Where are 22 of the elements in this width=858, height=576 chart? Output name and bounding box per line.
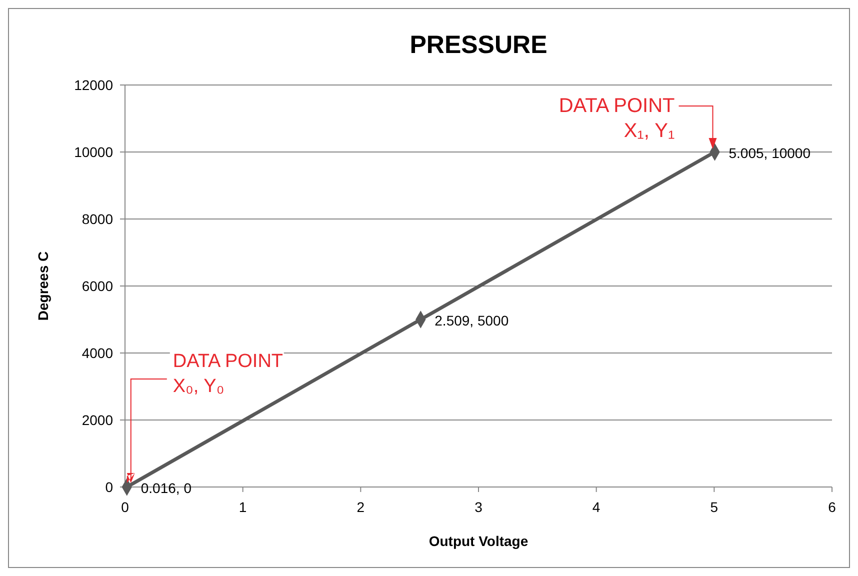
x-tick-label: 1 — [238, 499, 247, 515]
chart-title: PRESSURE — [410, 31, 548, 59]
y-tick-label: 4000 — [82, 345, 114, 361]
data-label: 5.005, 10000 — [728, 145, 811, 161]
y-axis-title: Degrees C — [35, 251, 51, 321]
x-tick-label: 0 — [121, 499, 130, 515]
x-axis-title: Output Voltage — [428, 533, 528, 549]
y-tick-label: 12000 — [74, 77, 114, 93]
y-tick-label: 6000 — [82, 278, 114, 294]
data-label: 2.509, 5000 — [434, 312, 509, 328]
y-tick-label: 0 — [105, 479, 114, 495]
x-tick-label: 3 — [474, 499, 483, 515]
x-tick-label: 5 — [710, 499, 718, 515]
y-tick-label: 10000 — [74, 144, 114, 160]
annotation: DATA POINT X₁, Y₁ — [558, 95, 675, 142]
y-tick-label: 2000 — [82, 412, 114, 428]
x-tick-label: 6 — [828, 499, 836, 515]
x-tick-label: 4 — [592, 499, 600, 515]
y-tick-label: 8000 — [82, 211, 114, 227]
data-label: 0.016, 0 — [140, 480, 192, 496]
x-tick-label: 2 — [356, 499, 365, 515]
annotation: DATA POINT X₀, Y₀ — [172, 351, 284, 397]
